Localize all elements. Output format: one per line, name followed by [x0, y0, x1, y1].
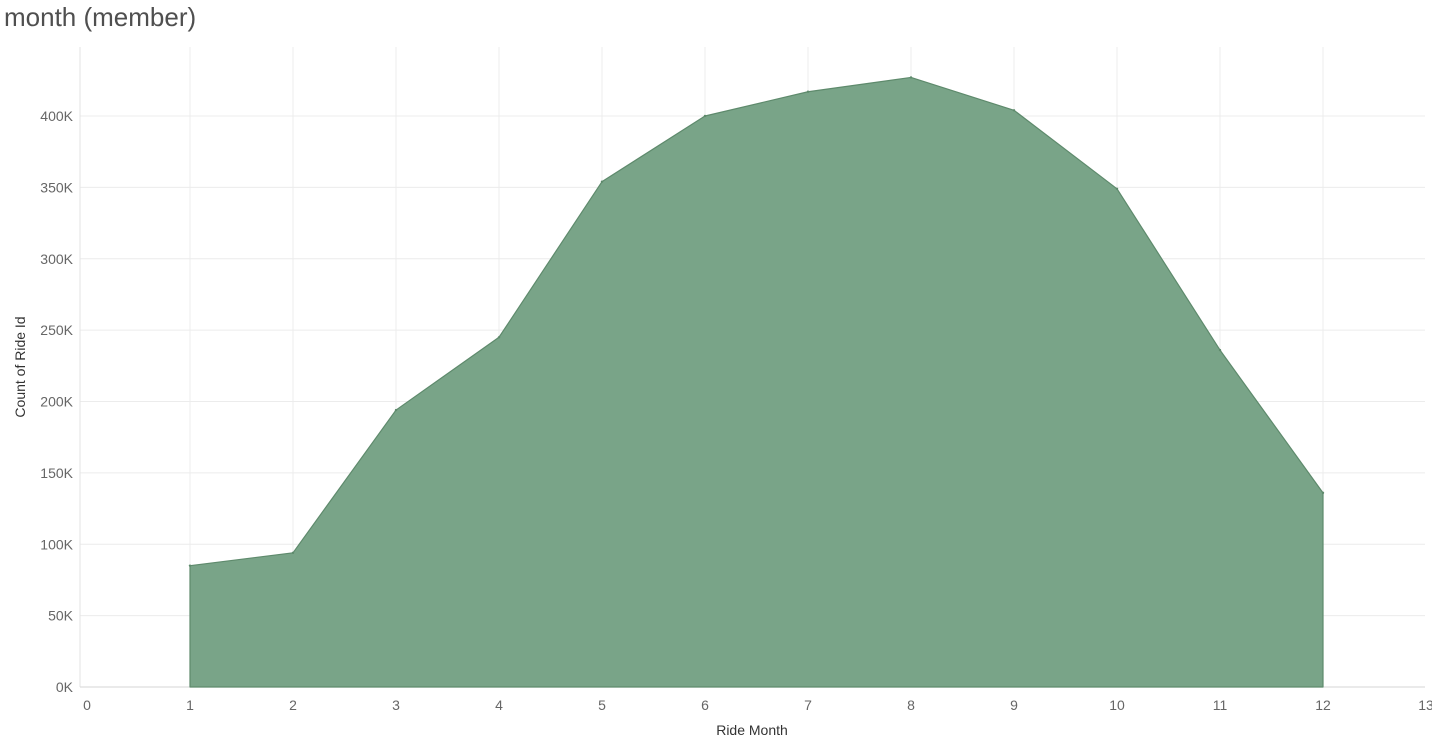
y-tick-label: 150K: [40, 465, 73, 481]
y-tick-label: 100K: [40, 536, 73, 552]
y-tick-label: 400K: [40, 108, 73, 124]
area-data-point: [291, 551, 295, 555]
area-series: [188, 76, 1325, 688]
area-data-point: [1012, 109, 1016, 112]
area-data-point: [497, 336, 501, 339]
x-tick-label: 3: [392, 697, 400, 713]
y-tick-label: 0K: [56, 679, 74, 695]
area-data-point: [909, 76, 913, 79]
x-tick-label: 4: [495, 697, 503, 713]
area-data-point: [394, 408, 398, 412]
y-tick-label: 250K: [40, 322, 73, 338]
area-data-point: [1115, 187, 1119, 191]
area-data-point: [1218, 348, 1222, 352]
y-tick-label: 300K: [40, 251, 73, 267]
x-tick-label: 11: [1213, 697, 1228, 713]
y-tick-label: 200K: [40, 394, 73, 410]
y-tick-label: 50K: [48, 608, 74, 624]
x-tick-label: 2: [289, 697, 297, 713]
area-data-point: [600, 180, 604, 183]
area-series-path: [189, 76, 1324, 688]
y-tick-label: 350K: [40, 179, 73, 195]
x-tick-label: 13: [1418, 697, 1432, 713]
x-tick-label: 7: [804, 697, 812, 713]
x-axis-ticks: 0 1 2 3 4 5 6 7 8 9 10 11 12 13: [83, 697, 1432, 713]
area-data-point: [1321, 491, 1325, 495]
x-tick-label: 6: [701, 697, 709, 713]
area-data-point: [188, 564, 192, 567]
y-axis-ticks: 0K 50K 100K 150K 200K 250K 300K 350K 400K: [40, 108, 73, 695]
x-axis-label: Ride Month: [716, 722, 788, 737]
x-tick-label: 8: [907, 697, 915, 713]
x-tick-label: 1: [186, 697, 194, 713]
x-tick-label: 9: [1010, 697, 1018, 713]
x-tick-label: 12: [1315, 697, 1331, 713]
chart-title: month (member): [4, 2, 197, 32]
x-tick-label: 10: [1109, 697, 1125, 713]
area-data-point: [806, 90, 810, 93]
x-tick-label: 5: [598, 697, 606, 713]
y-axis-label: Count of Ride Id: [12, 316, 28, 417]
area-data-point: [703, 114, 707, 118]
x-tick-label: 0: [83, 697, 91, 713]
